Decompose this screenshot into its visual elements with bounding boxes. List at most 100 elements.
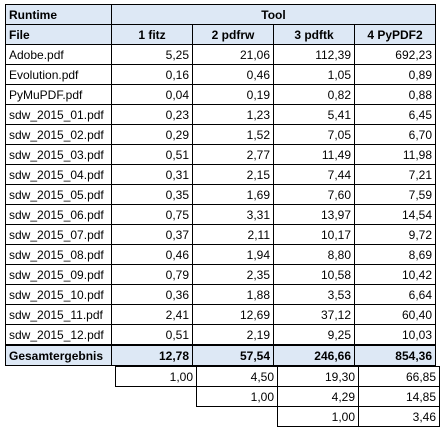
value-cell: 0,23 (111, 104, 193, 125)
table-row: sdw_2015_03.pdf 0,51 2,77 11,49 11,98 (5, 144, 436, 165)
value-cell: 6,64 (354, 284, 436, 305)
ratio-empty-cell (116, 387, 197, 407)
value-cell: 5,25 (111, 44, 193, 65)
table-row: sdw_2015_05.pdf 0,35 1,69 7,60 7,59 (5, 184, 436, 205)
table-row: sdw_2015_08.pdf 0,46 1,94 8,80 8,69 (5, 244, 436, 265)
file-cell: sdw_2015_02.pdf (5, 124, 112, 145)
ratio-cell: 1,00 (277, 406, 359, 427)
value-cell: 0,19 (192, 84, 274, 105)
value-cell: 0,82 (273, 84, 355, 105)
value-cell: 0,75 (111, 204, 193, 225)
value-cell: 0,46 (192, 64, 274, 85)
value-cell: 10,42 (354, 264, 436, 285)
ratio-empty-cell (197, 407, 278, 427)
file-cell: sdw_2015_05.pdf (5, 184, 112, 205)
file-cell: sdw_2015_12.pdf (5, 324, 112, 346)
value-cell: 0,31 (111, 164, 193, 185)
value-cell: 2,19 (192, 324, 274, 346)
value-cell: 0,37 (111, 224, 193, 245)
table-row: sdw_2015_07.pdf 0,37 2,11 10,17 9,72 (5, 224, 436, 245)
ratio-cell: 14,85 (358, 386, 440, 407)
table-row: sdw_2015_01.pdf 0,23 1,23 5,41 6,45 (5, 104, 436, 125)
value-cell: 60,40 (354, 304, 436, 325)
table-row: PyMuPDF.pdf 0,04 0,19 0,82 0,88 (5, 84, 436, 105)
table-row: sdw_2015_11.pdf 2,41 12,69 37,12 60,40 (5, 304, 436, 325)
value-cell: 10,03 (354, 324, 436, 346)
table-row: sdw_2015_12.pdf 0,51 2,19 9,25 10,03 (5, 324, 436, 346)
ratio-cell: 1,00 (115, 366, 197, 387)
ratio-cell: 3,46 (358, 406, 440, 427)
value-cell: 6,45 (354, 104, 436, 125)
value-cell: 14,54 (354, 204, 436, 225)
file-cell: sdw_2015_01.pdf (5, 104, 112, 125)
ratio-row: 1,00 3,46 (116, 406, 440, 427)
file-cell: sdw_2015_07.pdf (5, 224, 112, 245)
ratio-cell: 66,85 (358, 366, 440, 387)
file-cell: sdw_2015_03.pdf (5, 144, 112, 165)
value-cell: 0,51 (111, 324, 193, 346)
column-header-fitz: 1 fitz (111, 24, 193, 45)
file-cell: sdw_2015_06.pdf (5, 204, 112, 225)
table-row: sdw_2015_02.pdf 0,29 1,52 7,05 6,70 (5, 124, 436, 145)
value-cell: 0,88 (354, 84, 436, 105)
ratio-row: 1,00 4,50 19,30 66,85 (115, 366, 440, 387)
file-cell: Evolution.pdf (5, 64, 112, 85)
table-row: Evolution.pdf 0,16 0,46 1,05 0,89 (5, 64, 436, 85)
column-header-pypdf2: 4 PyPDF2 (354, 24, 436, 45)
value-cell: 21,06 (192, 44, 274, 65)
value-cell: 12,69 (192, 304, 274, 325)
value-cell: 7,59 (354, 184, 436, 205)
value-cell: 0,29 (111, 124, 193, 145)
header-row-columns: File 1 fitz 2 pdfrw 3 pdftk 4 PyPDF2 (5, 24, 436, 45)
value-cell: 2,15 (192, 164, 274, 185)
column-header-pdftk: 3 pdftk (273, 24, 355, 45)
value-cell: 2,11 (192, 224, 274, 245)
value-cell: 7,44 (273, 164, 355, 185)
value-cell: 3,31 (192, 204, 274, 225)
ratio-empty-cell (116, 407, 197, 427)
value-cell: 1,69 (192, 184, 274, 205)
value-cell: 10,58 (273, 264, 355, 285)
value-cell: 7,05 (273, 124, 355, 145)
ratio-table: 1,00 4,50 19,30 66,85 1,00 4,29 14,85 1,… (115, 366, 440, 427)
value-cell: 0,89 (354, 64, 436, 85)
total-value: 854,36 (354, 344, 436, 366)
file-cell: sdw_2015_11.pdf (5, 304, 112, 325)
table-row: sdw_2015_10.pdf 0,36 1,88 3,53 6,64 (5, 284, 436, 305)
value-cell: 5,41 (273, 104, 355, 125)
ratio-row: 1,00 4,29 14,85 (116, 386, 440, 407)
value-cell: 1,05 (273, 64, 355, 85)
value-cell: 0,36 (111, 284, 193, 305)
value-cell: 1,52 (192, 124, 274, 145)
file-cell: sdw_2015_04.pdf (5, 164, 112, 185)
value-cell: 2,77 (192, 144, 274, 165)
value-cell: 3,53 (273, 284, 355, 305)
value-cell: 2,41 (111, 304, 193, 325)
table-row: sdw_2015_06.pdf 0,75 3,31 13,97 14,54 (5, 204, 436, 225)
value-cell: 13,97 (273, 204, 355, 225)
value-cell: 9,72 (354, 224, 436, 245)
value-cell: 2,35 (192, 264, 274, 285)
runtime-header: Runtime (5, 4, 112, 25)
total-value: 57,54 (192, 344, 274, 366)
file-cell: sdw_2015_10.pdf (5, 284, 112, 305)
value-cell: 692,23 (354, 44, 436, 65)
file-header: File (5, 24, 112, 45)
value-cell: 37,12 (273, 304, 355, 325)
ratio-cell: 4,29 (277, 386, 359, 407)
table-row: sdw_2015_09.pdf 0,79 2,35 10,58 10,42 (5, 264, 436, 285)
value-cell: 7,21 (354, 164, 436, 185)
value-cell: 1,88 (192, 284, 274, 305)
total-row: Gesamtergebnis 12,78 57,54 246,66 854,36 (5, 344, 436, 366)
value-cell: 0,79 (111, 264, 193, 285)
file-cell: Adobe.pdf (5, 44, 112, 65)
total-label: Gesamtergebnis (5, 344, 112, 366)
value-cell: 1,94 (192, 244, 274, 265)
ratio-cell: 1,00 (196, 386, 278, 407)
column-header-pdfrw: 2 pdfrw (192, 24, 274, 45)
value-cell: 0,35 (111, 184, 193, 205)
value-cell: 11,98 (354, 144, 436, 165)
ratio-cell: 19,30 (277, 366, 359, 387)
value-cell: 6,70 (354, 124, 436, 145)
value-cell: 9,25 (273, 324, 355, 346)
